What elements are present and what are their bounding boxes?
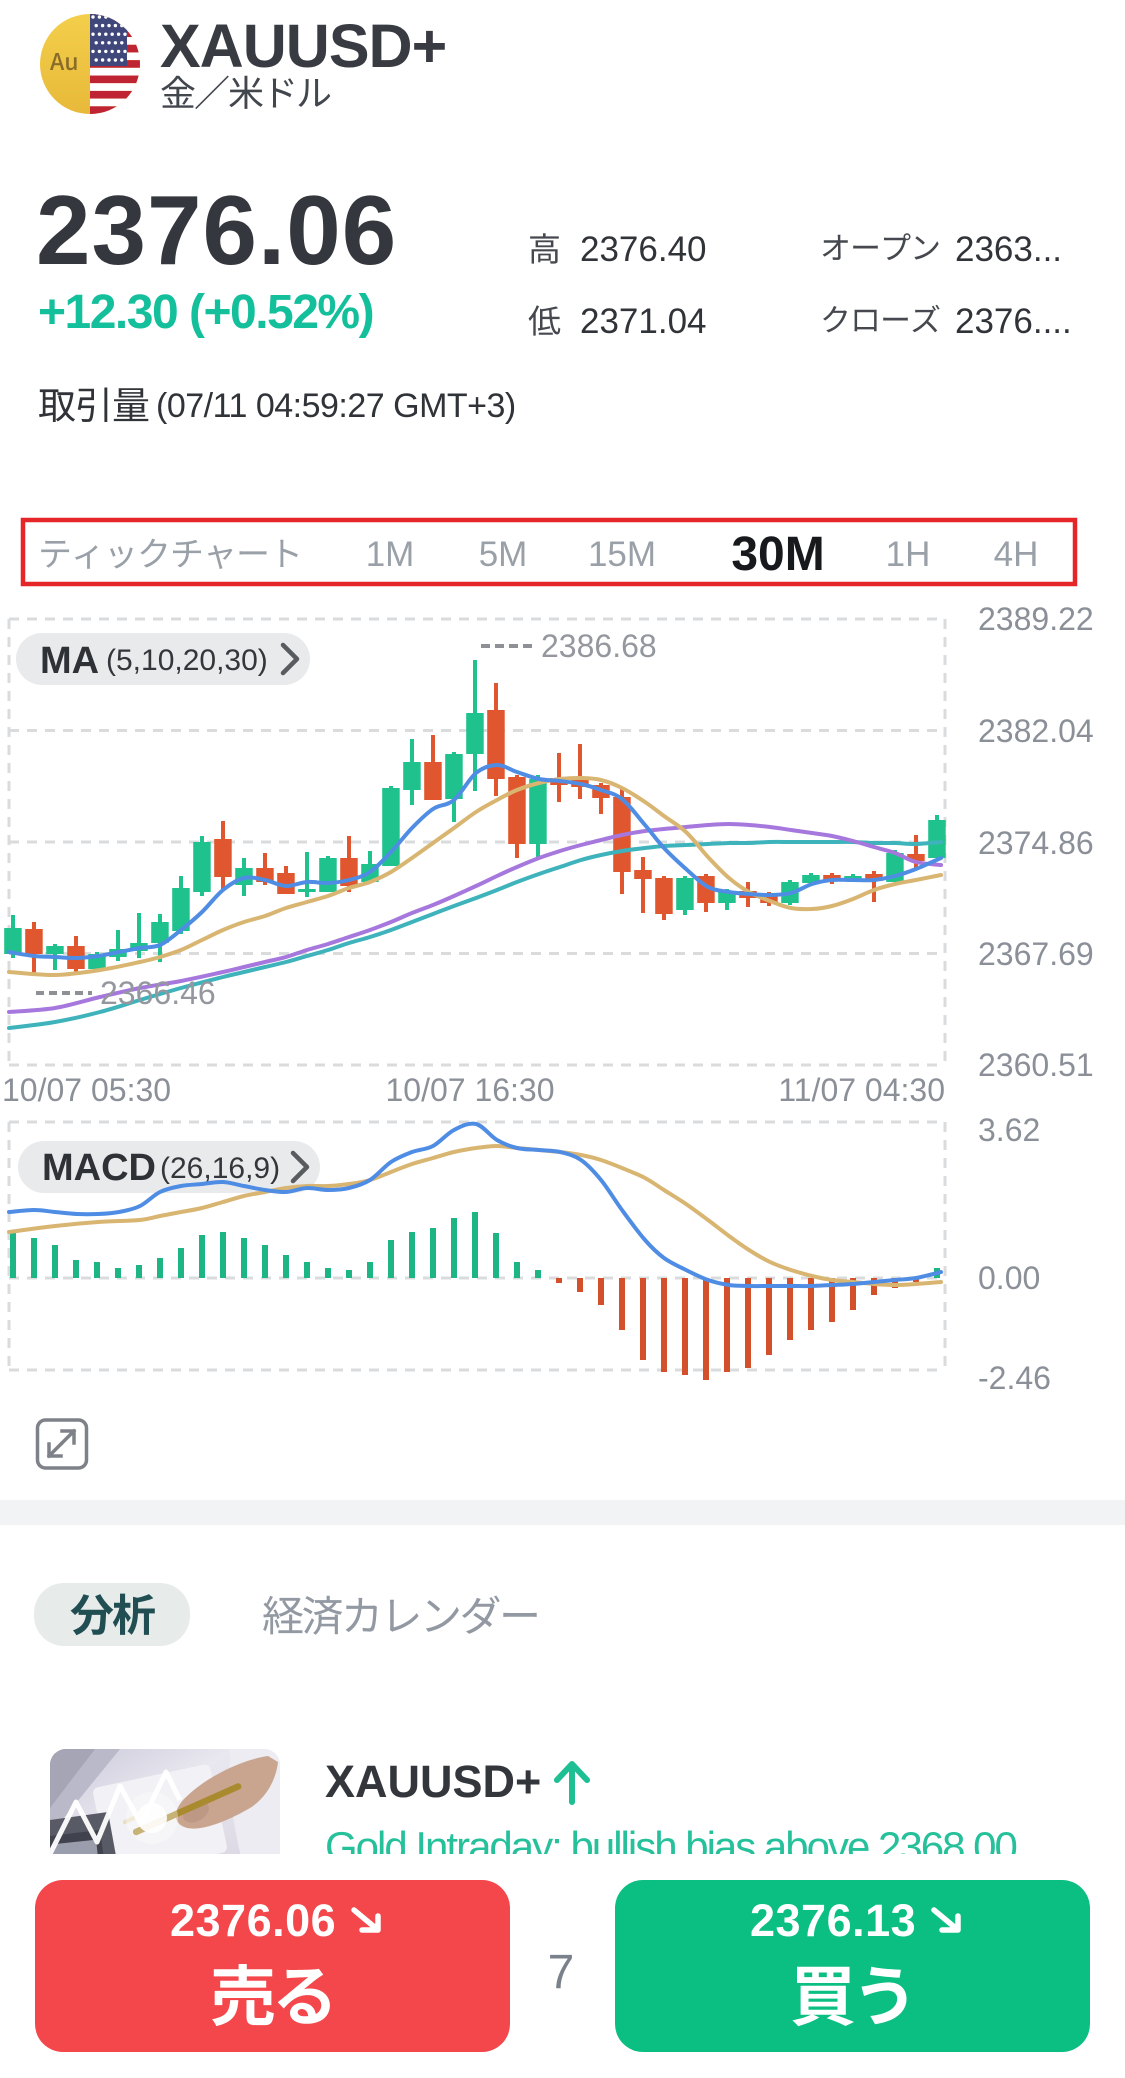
svg-text:2376.06: 2376.06	[170, 1895, 336, 1946]
svg-text:MA: MA	[40, 640, 99, 682]
svg-text:-2.46: -2.46	[978, 1360, 1051, 1396]
svg-text:2367.69: 2367.69	[978, 936, 1094, 972]
svg-text:2389.22: 2389.22	[978, 601, 1094, 637]
svg-text:XAUUSD+: XAUUSD+	[325, 1756, 541, 1807]
svg-text:30M: 30M	[731, 528, 824, 581]
svg-text:(26,16,9): (26,16,9)	[160, 1152, 280, 1185]
svg-text:7: 7	[548, 1946, 575, 1999]
svg-text:2376.13: 2376.13	[750, 1895, 916, 1946]
svg-text:0.00: 0.00	[978, 1260, 1040, 1296]
svg-text:11/07 04:30: 11/07 04:30	[778, 1072, 945, 1108]
svg-text:2376.06: 2376.06	[36, 175, 397, 285]
svg-text:2371.04: 2371.04	[580, 302, 707, 341]
svg-text:5M: 5M	[479, 535, 528, 574]
svg-text:(07/11 04:59:27 GMT+3): (07/11 04:59:27 GMT+3)	[156, 387, 516, 425]
svg-text:+12.30 (+0.52%): +12.30 (+0.52%)	[38, 286, 373, 339]
svg-text:15M: 15M	[588, 535, 656, 574]
svg-text:2360.51: 2360.51	[978, 1047, 1094, 1083]
svg-text:MACD: MACD	[42, 1147, 156, 1189]
svg-text:2386.68: 2386.68	[541, 628, 657, 664]
svg-text:10/07 05:30: 10/07 05:30	[2, 1072, 171, 1108]
svg-text:2366.46: 2366.46	[100, 975, 216, 1011]
svg-text:10/07 16:30: 10/07 16:30	[385, 1072, 554, 1108]
svg-text:1M: 1M	[366, 535, 415, 574]
svg-text:2382.04: 2382.04	[978, 713, 1094, 749]
svg-text:4H: 4H	[994, 535, 1039, 574]
svg-text:2376....: 2376....	[955, 302, 1072, 341]
svg-text:(5,10,20,30): (5,10,20,30)	[106, 644, 268, 677]
svg-text:2363...: 2363...	[955, 230, 1062, 269]
svg-text:2376.40: 2376.40	[580, 230, 707, 269]
svg-text:3.62: 3.62	[978, 1112, 1040, 1148]
svg-text:2374.86: 2374.86	[978, 825, 1094, 861]
svg-text:1H: 1H	[886, 535, 931, 574]
svg-text:XAUUSD+: XAUUSD+	[160, 12, 446, 80]
